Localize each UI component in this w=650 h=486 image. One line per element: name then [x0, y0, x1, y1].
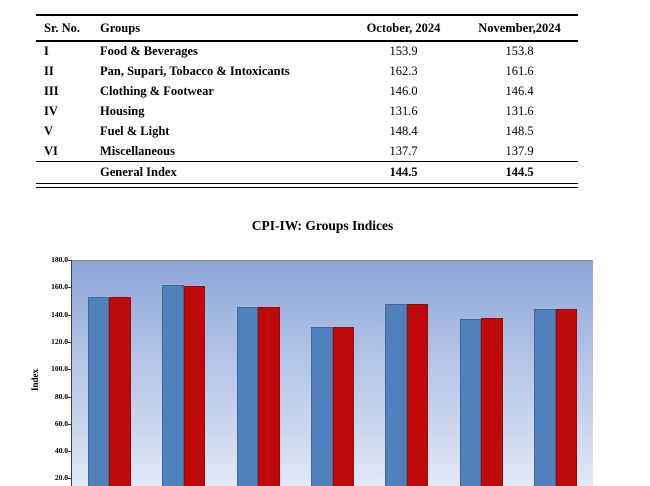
cell-november: 161.6: [505, 64, 534, 79]
cell-october: 148.4: [389, 124, 418, 138]
y-tick-mark: [67, 369, 72, 371]
cell-november: 148.5: [505, 124, 534, 138]
table-row: V Fuel & Light 148.4 148.5: [36, 122, 578, 142]
bar-october: [311, 327, 333, 486]
chart-plot-area: [72, 260, 593, 486]
y-tick-label: 80.0: [54, 391, 68, 401]
bar-november: [109, 296, 131, 486]
table-row: VI Miscellaneous 137.7 137.9: [36, 141, 578, 161]
cell-group: Pan, Supari, Tobacco & Intoxicants: [100, 64, 290, 79]
y-tick-mark: [67, 260, 72, 261]
table-bottom-double-rule: [36, 182, 578, 188]
cell-group: Clothing & Footwear: [100, 84, 214, 99]
cell-group: Fuel & Light: [100, 124, 170, 138]
bar-november: [481, 318, 503, 486]
y-tick-mark: [67, 287, 72, 289]
bar-october: [459, 318, 482, 486]
cell-group: Housing: [100, 104, 145, 119]
cell-october: 146.0: [389, 84, 418, 99]
cpi-table: Sr. No. Groups October, 2024 November,20…: [36, 14, 578, 188]
y-axis-label: Index: [30, 369, 40, 392]
cell-november: 137.9: [505, 143, 534, 158]
cell-group: Miscellaneous: [100, 143, 175, 158]
cell-sr-no: V: [44, 124, 54, 138]
y-tick-mark: [67, 451, 72, 453]
bar-october: [87, 296, 110, 486]
y-tick-mark: [67, 341, 72, 343]
y-tick-mark: [67, 423, 72, 425]
table-row: I Food & Beverages 153.9 153.8: [36, 42, 578, 62]
bar-october: [236, 307, 259, 486]
y-tick-label: 20.0: [54, 473, 68, 483]
bar-october: [385, 304, 407, 486]
y-axis-line: [71, 260, 72, 486]
table-footer-row: General Index 144.5 144.5: [36, 161, 578, 183]
footer-november-cell: 144.5: [505, 165, 534, 180]
cell-sr-no: I: [44, 44, 49, 59]
y-tick-label: 100.0: [51, 364, 68, 374]
cell-november: 153.8: [505, 44, 534, 59]
cell-october: 131.6: [389, 104, 418, 119]
bar-november: [183, 286, 206, 486]
y-tick-label: 160.0: [51, 282, 68, 292]
y-tick-label: 180.0: [51, 255, 68, 264]
bar-november: [332, 327, 354, 486]
footer-october-cell: 144.5: [389, 165, 418, 180]
y-tick-mark: [67, 314, 72, 316]
column-header-november: November,2024: [478, 20, 561, 35]
column-header-sr-no: Sr. No.: [44, 20, 81, 35]
y-tick-label: 40.0: [54, 446, 68, 456]
y-tick-mark: [67, 396, 72, 398]
cell-sr-no: II: [44, 64, 54, 79]
cell-sr-no: IV: [44, 104, 58, 119]
y-tick-mark: [67, 478, 72, 480]
cell-sr-no: VI: [44, 143, 58, 158]
table-row: IV Housing 131.6 131.6: [36, 102, 578, 122]
footer-group-cell: General Index: [100, 165, 177, 180]
bar-october: [162, 285, 184, 486]
y-tick-label: 120.0: [51, 336, 68, 346]
cell-november: 146.4: [505, 84, 534, 99]
y-tick-label: 140.0: [51, 309, 68, 319]
table-header-row: Sr. No. Groups October, 2024 November,20…: [36, 16, 578, 42]
cell-group: Food & Beverages: [100, 44, 198, 59]
table-row: II Pan, Supari, Tobacco & Intoxicants 162.…: [36, 62, 578, 82]
cell-november: 131.6: [505, 104, 534, 119]
y-tick-label: 60.0: [54, 418, 68, 428]
bar-november: [555, 309, 578, 486]
table-body: I Food & Beverages 153.9 153.8 II Pan, Supari…: [36, 42, 578, 161]
column-header-groups: Groups: [100, 20, 141, 35]
bar-october: [534, 309, 556, 486]
cell-october: 162.3: [389, 64, 418, 79]
bar-november: [406, 303, 429, 486]
cell-october: 153.9: [389, 44, 418, 59]
table-row: III Clothing & Footwear 146.0 146.4: [36, 82, 578, 102]
column-header-october: October, 2024: [366, 20, 441, 35]
cell-october: 137.7: [389, 143, 418, 158]
bar-november: [258, 306, 280, 486]
chart-title: CPI-IW: Groups Indices: [251, 218, 394, 233]
cell-sr-no: III: [44, 84, 59, 99]
